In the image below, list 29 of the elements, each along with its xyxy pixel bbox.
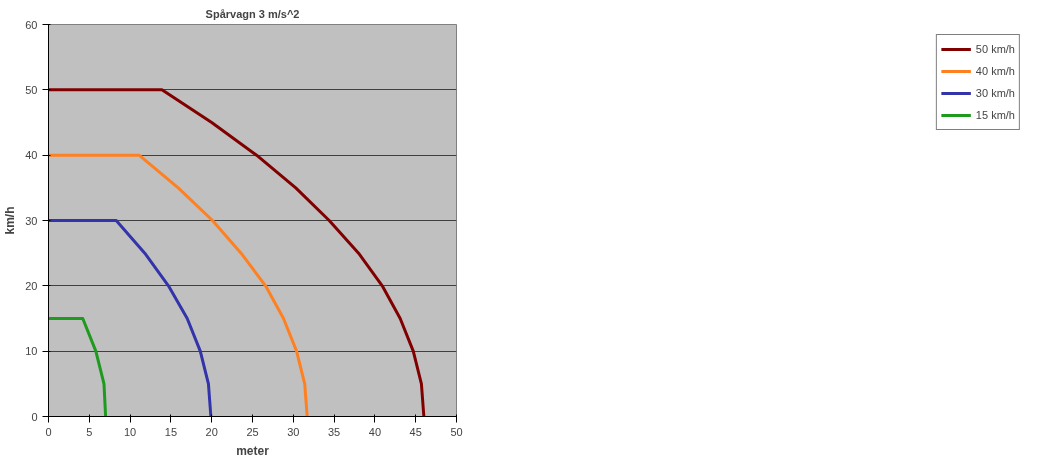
x-tick-label: 35 xyxy=(327,425,341,438)
y-tick-label: 40 xyxy=(25,149,38,162)
x-axis-title: meter xyxy=(236,443,270,458)
y-axis-title: km/h xyxy=(3,206,18,235)
x-tick-label: 25 xyxy=(246,425,259,438)
x-tick-label: 15 xyxy=(164,425,178,438)
x-tick-label: 40 xyxy=(368,425,382,438)
line-series xyxy=(48,153,309,417)
x-tick-label: 45 xyxy=(409,425,422,438)
legend-label: 50 km/h xyxy=(975,43,1015,55)
line-series xyxy=(48,317,108,417)
legend-label: 15 km/h xyxy=(975,109,1015,121)
x-tick-label: 20 xyxy=(205,425,218,438)
y-tick-label: 50 xyxy=(25,83,38,96)
y-tick-label: 20 xyxy=(25,279,38,292)
x-tick-label: 10 xyxy=(123,425,137,438)
y-tick-label: 10 xyxy=(25,345,38,358)
legend-label: 40 km/h xyxy=(975,65,1015,77)
x-tick-label: 0 xyxy=(45,425,52,438)
line-series xyxy=(48,219,213,417)
legend-label: 30 km/h xyxy=(975,87,1015,99)
chart-title: Spårvagn 3 m/s^2 xyxy=(205,7,300,20)
y-tick-label: 0 xyxy=(31,410,38,423)
y-tick-label: 60 xyxy=(25,18,38,31)
x-tick-label: 5 xyxy=(86,425,93,438)
x-tick-label: 50 xyxy=(450,425,463,438)
line-series xyxy=(48,88,426,417)
x-tick-label: 30 xyxy=(287,425,300,438)
y-tick-label: 30 xyxy=(25,214,38,227)
